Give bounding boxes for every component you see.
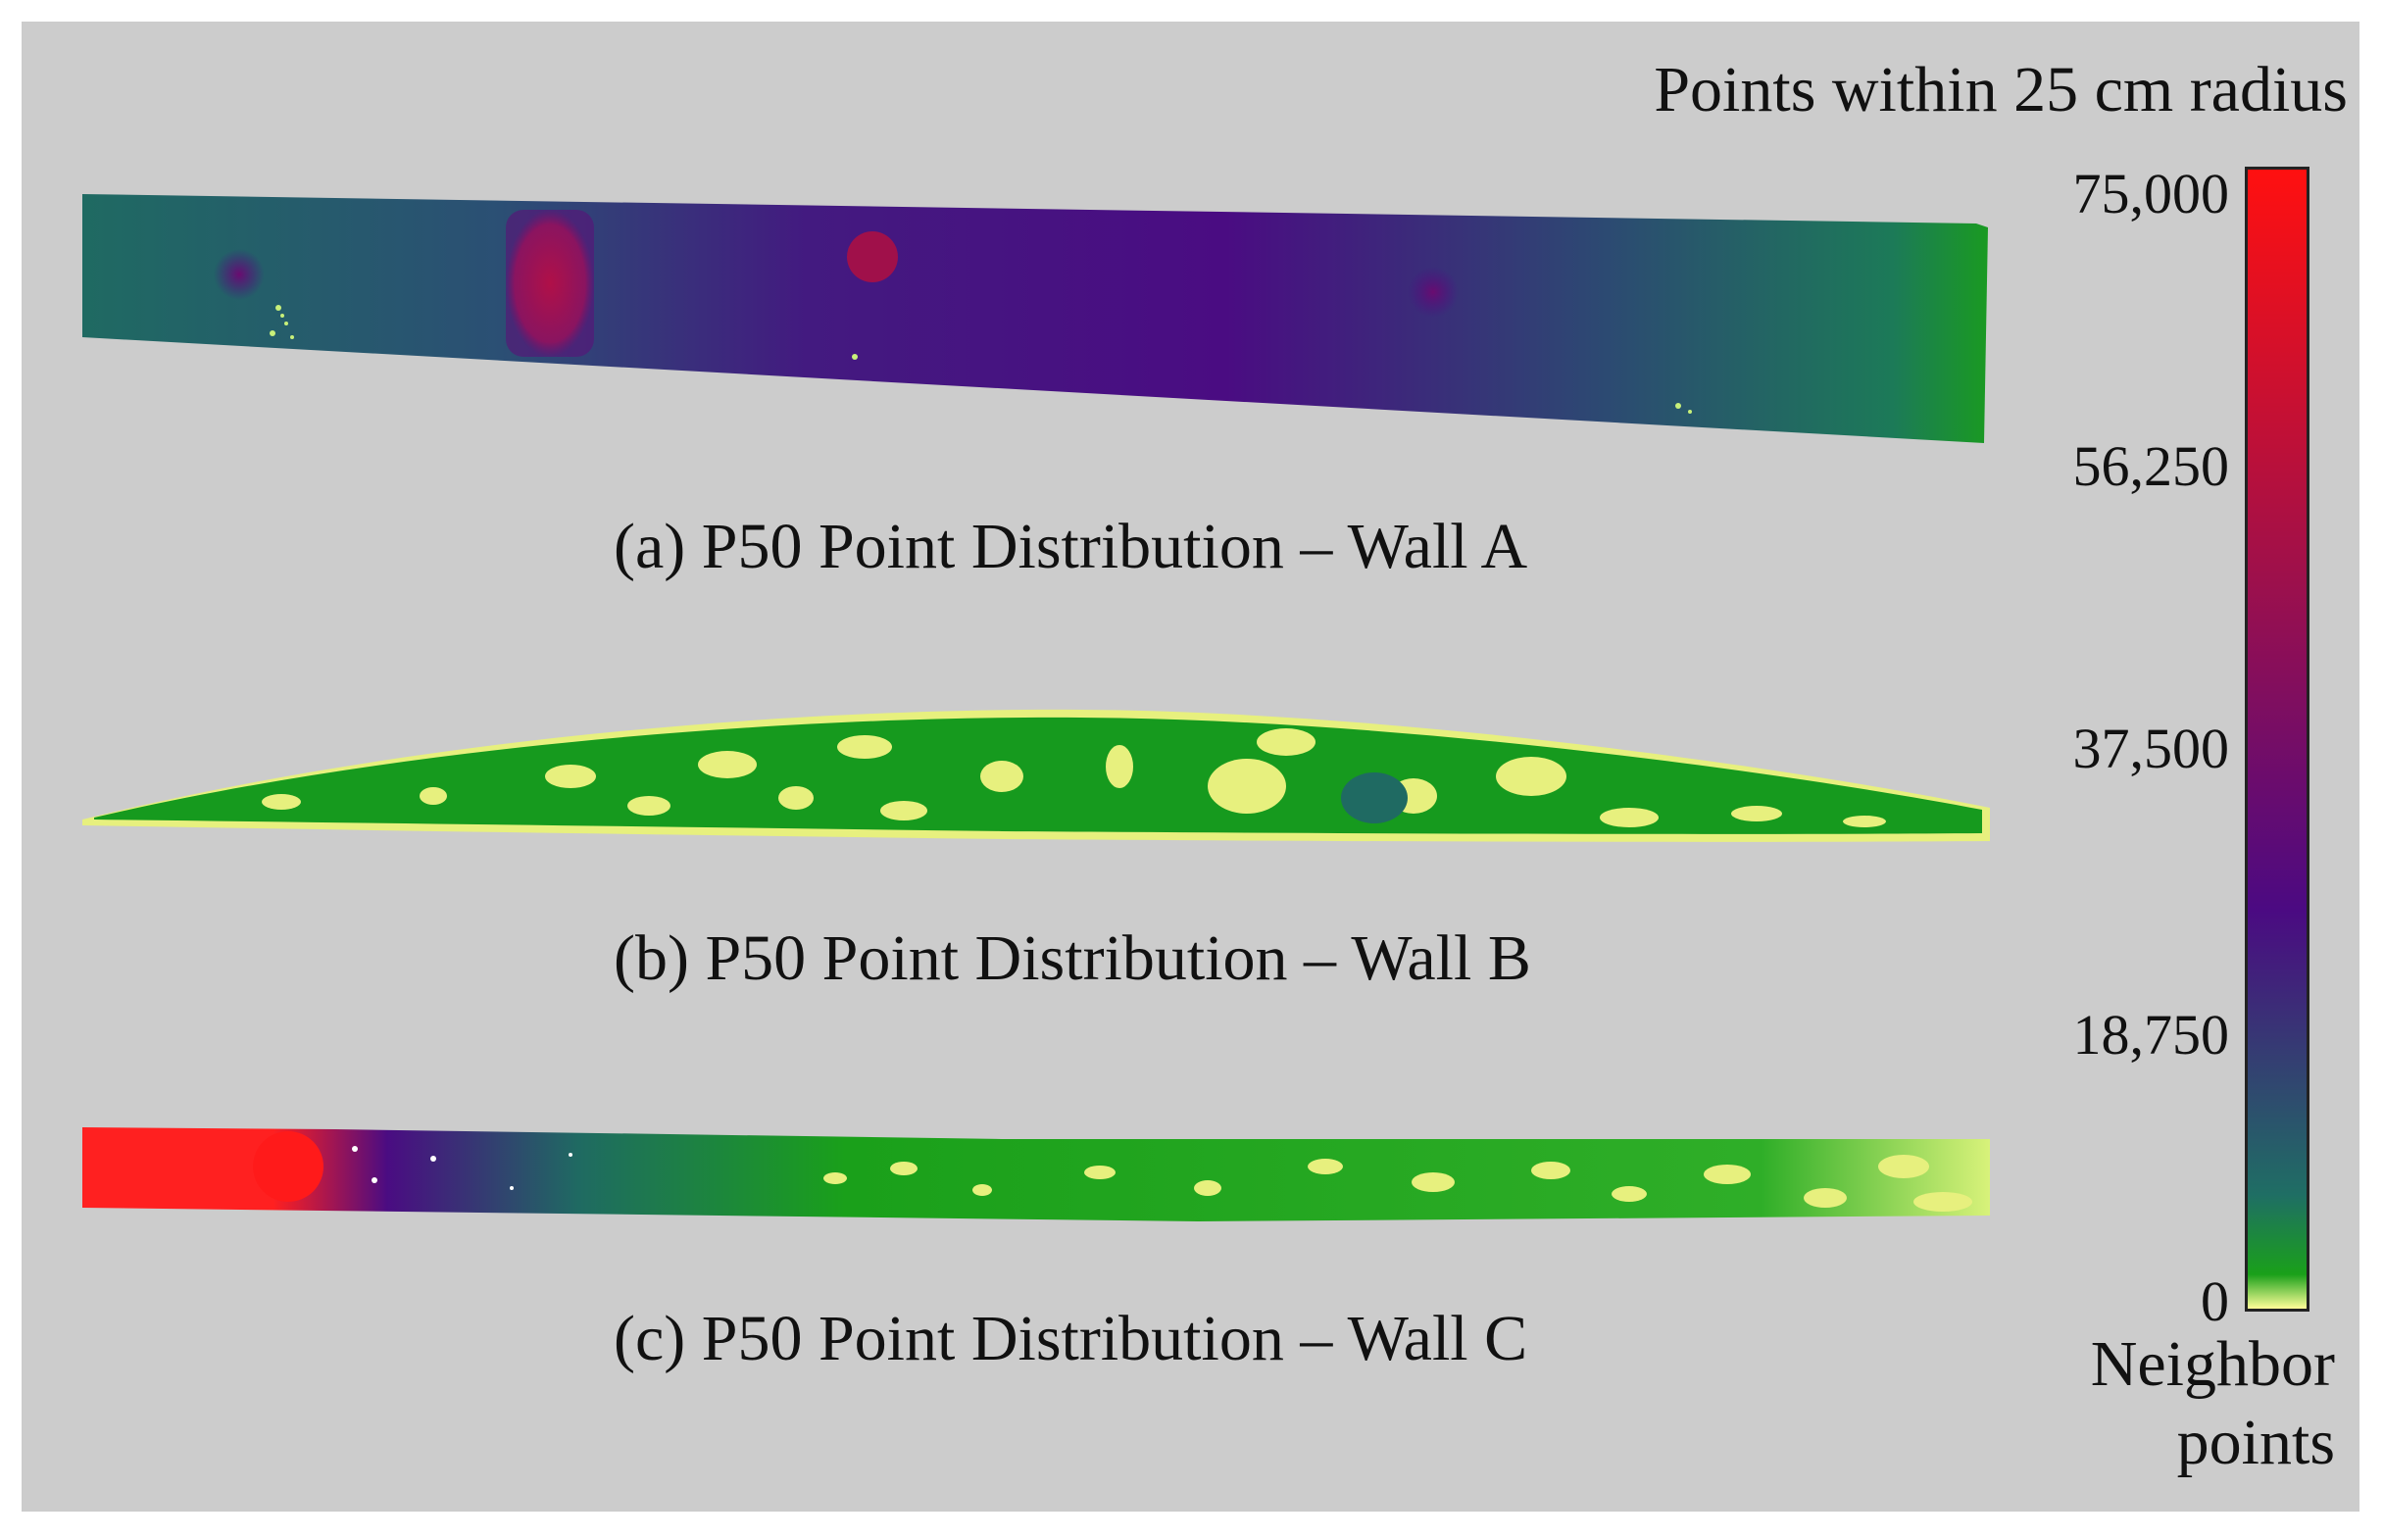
colorbar-label: Neighbor points	[2011, 1325, 2335, 1482]
wall-c-pointcloud	[82, 1127, 1990, 1221]
colorbar-tick-min: 0	[2201, 1269, 2229, 1333]
colorbar-tick-3: 37,500	[2072, 717, 2230, 780]
colorbar-tick-2: 56,250	[2072, 434, 2230, 498]
colorbar-label-line1: Neighbor	[2090, 1328, 2335, 1400]
figure: (a) P50 Point Distribution – Wall A (b) …	[22, 22, 2359, 1512]
colorbar-label-line2: points	[2176, 1407, 2335, 1478]
walls-canvas	[82, 194, 1990, 1221]
wall-b-pointcloud	[82, 709, 1990, 842]
wall-a-pointcloud	[82, 194, 1988, 443]
colorbar-title: Points within 25 cm radius	[1654, 54, 2348, 125]
caption-wall-b: (b) P50 Point Distribution – Wall B	[614, 922, 1531, 994]
colorbar	[2245, 167, 2309, 1312]
colorbar-tick-max: 75,000	[2072, 162, 2230, 225]
caption-wall-a: (a) P50 Point Distribution – Wall A	[614, 511, 1528, 582]
caption-wall-c: (c) P50 Point Distribution – Wall C	[614, 1303, 1528, 1374]
colorbar-tick-4: 18,750	[2072, 1003, 2230, 1067]
